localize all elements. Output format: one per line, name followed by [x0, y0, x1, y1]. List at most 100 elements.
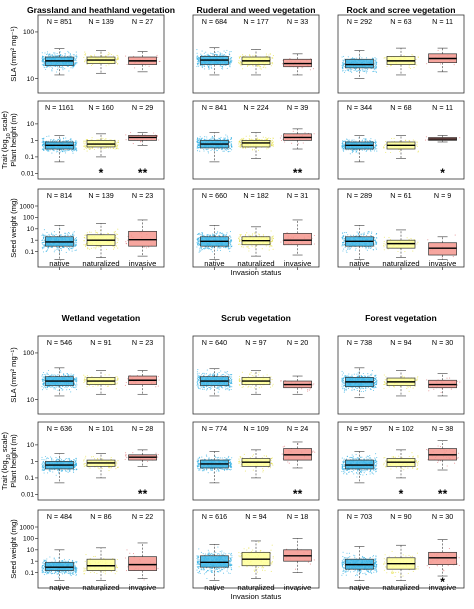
data-point	[53, 52, 55, 54]
data-point	[231, 149, 233, 151]
data-point	[72, 66, 75, 68]
data-point	[83, 140, 85, 142]
data-point	[374, 143, 377, 145]
data-point	[64, 54, 66, 56]
data-point	[74, 58, 76, 60]
data-point	[51, 152, 53, 154]
data-point	[239, 235, 242, 237]
data-point	[75, 140, 77, 142]
data-point	[50, 233, 52, 236]
data-point	[343, 141, 345, 143]
data-point	[231, 145, 233, 147]
data-point	[341, 243, 344, 245]
data-point	[50, 246, 52, 248]
data-point	[75, 147, 77, 149]
data-point	[43, 144, 45, 146]
data-point	[343, 238, 345, 240]
data-point	[69, 139, 71, 141]
data-point	[386, 65, 388, 67]
data-point	[198, 143, 200, 145]
data-point	[357, 233, 359, 235]
data-point	[113, 247, 115, 249]
data-point	[84, 140, 86, 142]
data-point	[354, 249, 356, 251]
data-point	[114, 148, 116, 150]
data-point	[409, 140, 411, 142]
data-point	[59, 247, 62, 249]
data-point	[416, 142, 418, 144]
data-point	[219, 52, 221, 54]
data-point	[206, 54, 208, 56]
data-point	[367, 231, 369, 233]
data-point	[343, 55, 345, 57]
data-point	[199, 150, 201, 152]
panel-frame	[37, 100, 165, 180]
data-point	[197, 146, 199, 148]
data-point	[207, 66, 210, 68]
data-point	[384, 57, 386, 59]
data-point	[71, 235, 73, 237]
data-point	[229, 66, 231, 68]
data-point	[196, 150, 199, 152]
data-point	[374, 57, 376, 59]
data-point	[73, 234, 75, 236]
data-point	[229, 63, 231, 65]
data-point	[73, 149, 75, 151]
data-point	[279, 137, 281, 139]
data-point	[204, 246, 206, 248]
data-point	[61, 54, 63, 57]
data-point	[207, 246, 210, 248]
data-point	[383, 147, 385, 149]
data-point	[198, 141, 200, 144]
data-point	[198, 144, 200, 146]
data-point	[309, 69, 311, 71]
data-point	[359, 70, 362, 72]
data-point	[375, 243, 377, 245]
data-point	[44, 234, 46, 236]
data-point	[246, 232, 248, 234]
data-point	[117, 228, 119, 230]
data-point	[250, 138, 252, 140]
data-point	[257, 138, 259, 140]
data-point	[85, 53, 87, 55]
data-point	[66, 233, 68, 235]
data-point	[198, 62, 200, 64]
data-point	[54, 249, 56, 251]
data-point	[198, 57, 200, 59]
data-point	[362, 70, 364, 72]
data-point	[257, 149, 260, 151]
data-point	[219, 232, 221, 234]
data-point	[72, 247, 74, 249]
data-point	[238, 60, 240, 62]
data-point	[45, 149, 48, 151]
data-point	[116, 233, 118, 235]
data-point	[228, 240, 230, 243]
data-point	[206, 247, 208, 250]
data-point	[46, 66, 48, 68]
data-point	[231, 141, 233, 143]
data-point	[353, 139, 355, 141]
data-point	[349, 68, 351, 70]
data-point	[215, 54, 218, 56]
data-point	[356, 70, 358, 72]
data-point	[343, 145, 345, 147]
data-point	[69, 53, 71, 55]
data-point	[341, 245, 343, 247]
data-point	[385, 143, 387, 145]
data-point	[84, 143, 86, 145]
data-point	[59, 251, 61, 254]
data-point	[198, 232, 200, 234]
panel-frame	[192, 421, 320, 501]
data-point	[364, 70, 366, 72]
data-point	[90, 55, 92, 57]
data-point	[85, 234, 87, 236]
data-point	[351, 58, 353, 60]
data-point	[198, 242, 200, 244]
data-point	[207, 65, 209, 67]
data-point	[69, 149, 71, 151]
data-point	[197, 143, 199, 145]
data-point	[68, 52, 70, 54]
data-point	[133, 55, 135, 57]
data-point	[112, 245, 114, 247]
